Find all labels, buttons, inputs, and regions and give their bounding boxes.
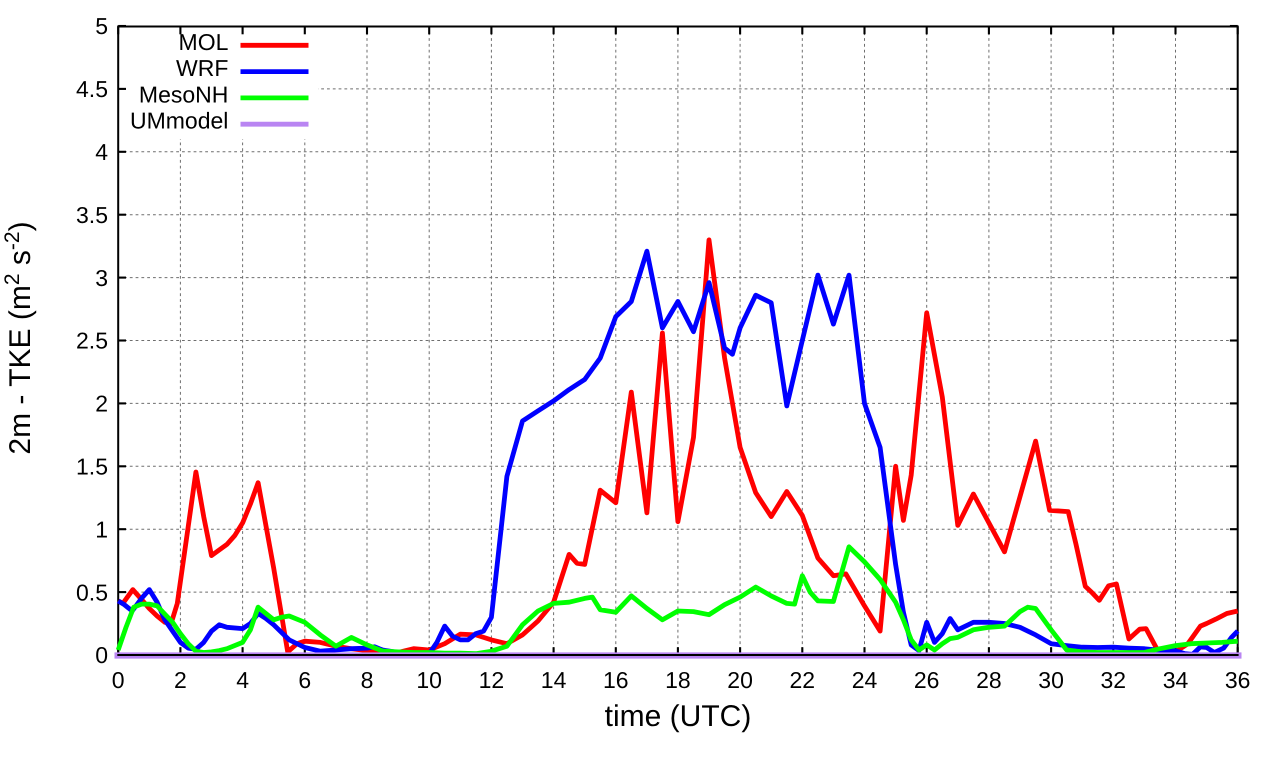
svg-text:3.5: 3.5 <box>76 202 108 228</box>
svg-text:10: 10 <box>416 667 442 693</box>
svg-text:32: 32 <box>1101 667 1127 693</box>
svg-text:time (UTC): time (UTC) <box>605 700 752 733</box>
svg-text:36: 36 <box>1225 667 1251 693</box>
svg-text:34: 34 <box>1163 667 1189 693</box>
svg-text:28: 28 <box>976 667 1002 693</box>
svg-text:4.5: 4.5 <box>76 76 108 102</box>
svg-text:6: 6 <box>298 667 311 693</box>
svg-text:2m - TKE (m2 s-2): 2m - TKE (m2 s-2) <box>1 221 37 454</box>
svg-text:30: 30 <box>1038 667 1064 693</box>
svg-text:4: 4 <box>236 667 249 693</box>
svg-text:5: 5 <box>95 13 108 39</box>
svg-text:12: 12 <box>479 667 505 693</box>
svg-text:2: 2 <box>174 667 187 693</box>
svg-text:3: 3 <box>95 265 108 291</box>
svg-text:24: 24 <box>852 667 878 693</box>
svg-text:0.5: 0.5 <box>76 579 108 605</box>
svg-text:14: 14 <box>541 667 567 693</box>
svg-text:0: 0 <box>95 642 108 668</box>
svg-text:2: 2 <box>95 391 108 417</box>
svg-text:2.5: 2.5 <box>76 328 108 354</box>
svg-text:22: 22 <box>790 667 816 693</box>
svg-text:8: 8 <box>361 667 374 693</box>
svg-text:18: 18 <box>665 667 691 693</box>
svg-text:UMmodel: UMmodel <box>130 108 228 134</box>
svg-text:1.5: 1.5 <box>76 454 108 480</box>
svg-text:MOL: MOL <box>179 29 229 55</box>
svg-text:MesoNH: MesoNH <box>139 81 228 107</box>
svg-text:1: 1 <box>95 516 108 542</box>
svg-text:26: 26 <box>914 667 940 693</box>
svg-text:16: 16 <box>603 667 629 693</box>
svg-text:WRF: WRF <box>176 55 228 81</box>
svg-text:4: 4 <box>95 139 108 165</box>
svg-text:20: 20 <box>727 667 753 693</box>
svg-text:0: 0 <box>112 667 125 693</box>
